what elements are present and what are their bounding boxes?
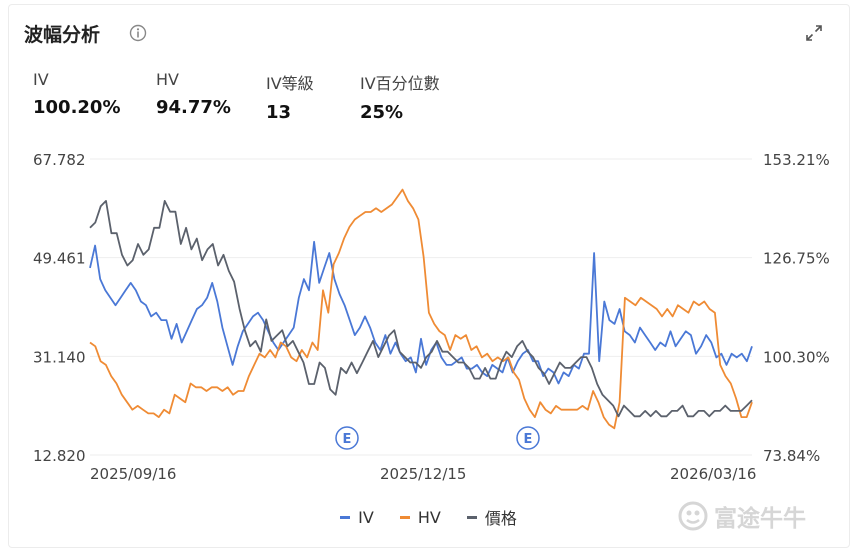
earnings-event-marker: E [335, 426, 359, 450]
futu-logo-icon [678, 501, 708, 531]
metric-label: IV百分位數 [360, 74, 440, 93]
info-icon[interactable] [129, 24, 147, 42]
legend-label: HV [417, 507, 441, 527]
expand-icon[interactable] [805, 24, 823, 42]
left-tick-label: 31.140 [33, 348, 86, 366]
x-tick-label: 2026/03/16 [670, 465, 756, 483]
legend-swatch [399, 515, 410, 519]
metric-iv-percentile: IV百分位數 25% [360, 70, 440, 123]
metric-value: 13 [266, 102, 292, 123]
legend-label: 價格 [484, 509, 517, 528]
card-title: 波幅分析 [24, 24, 101, 46]
metric-label: IV等級 [266, 74, 314, 93]
watermark-text: 富途牛牛 [714, 506, 806, 532]
series-lines [89, 188, 753, 430]
legend-label: IV [358, 507, 374, 527]
legend-item-hv[interactable]: HV [399, 505, 441, 529]
legend-item-iv[interactable]: IV [340, 505, 374, 529]
metric-value: 25% [360, 102, 404, 123]
left-tick-label: 12.820 [33, 447, 86, 465]
right-tick-label: 126.75% [763, 250, 830, 268]
legend-swatch [466, 515, 477, 519]
legend-item-price[interactable]: 價格 [466, 505, 517, 529]
metric-label: IV [33, 70, 49, 89]
left-tick-label: 49.461 [33, 250, 86, 268]
series-line-0 [89, 240, 753, 385]
event-circle [335, 426, 359, 450]
series-line-1 [89, 188, 753, 430]
left-axis: 67.782 49.461 31.140 12.820 [33, 151, 86, 465]
event-circle [516, 426, 540, 450]
volatility-analysis-card [8, 4, 850, 548]
chart-legend: IV HV 價格 [0, 505, 857, 529]
event-label: E [524, 432, 533, 447]
metric-value: 94.77% [156, 97, 231, 118]
right-tick-label: 100.30% [763, 348, 830, 366]
legend-swatch [340, 515, 351, 519]
right-axis: 153.21% 126.75% 100.30% 73.84% [763, 151, 830, 465]
grid-lines [90, 158, 752, 456]
left-tick-label: 67.782 [33, 151, 86, 169]
x-tick-label: 2025/09/16 [90, 465, 176, 483]
right-tick-label: 73.84% [763, 447, 820, 465]
x-tick-label: 2025/12/15 [380, 465, 466, 483]
metric-value: 100.20% [33, 97, 121, 118]
earnings-event-marker: E [516, 426, 540, 450]
watermark: 富途牛牛 [678, 499, 806, 533]
event-label: E [343, 432, 352, 447]
series-line-2 [89, 199, 753, 418]
x-axis: 2025/09/16 2025/12/15 2026/03/16 [90, 465, 756, 483]
metric-label: HV [156, 70, 179, 89]
metric-hv: HV 94.77% [156, 70, 231, 118]
metric-iv-rank: IV等級 13 [266, 70, 314, 123]
metric-iv: IV 100.20% [33, 70, 121, 118]
right-tick-label: 153.21% [763, 151, 830, 169]
